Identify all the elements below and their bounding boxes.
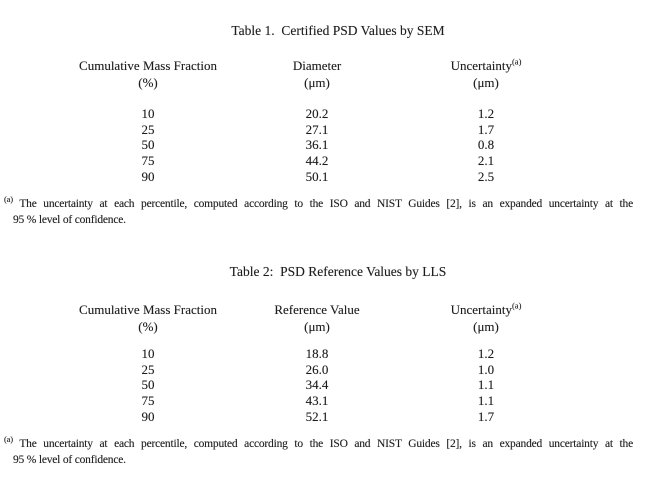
table-row: 10 20.2 1.2 (58, 106, 576, 122)
table-cell: 2.1 (477, 153, 495, 169)
table2-col1-header: Cumulative Mass Fraction (%) (58, 302, 238, 335)
table-cell: 1.7 (477, 408, 495, 424)
table1-col3-header: Uncertainty(a) (μm) (396, 56, 576, 91)
footnote-line2: 95 % level of confidence. (13, 214, 126, 226)
table2-col3-header: Uncertainty(a) (μm) (396, 300, 576, 335)
table-cell: 50 (141, 377, 155, 393)
table-cell: 75 (141, 153, 155, 169)
table1-col1-header: Cumulative Mass Fraction (%) (58, 58, 238, 91)
table-row: 75 43.1 1.1 (58, 393, 576, 409)
column-label: Diameter (292, 58, 342, 73)
column-unit: (μm) (304, 318, 330, 334)
table-row: 50 34.4 1.1 (58, 377, 576, 393)
table-cell: 2.5 (477, 168, 495, 184)
table-cell: 44.2 (305, 153, 329, 169)
footnote-text: The uncertainty at each percentile, comp… (19, 198, 633, 210)
footnote-marker-superscript: (a) (511, 300, 522, 311)
table1-title: Table 1. Certified PSD Values by SEM (231, 23, 445, 38)
table-cell: 1.0 (477, 361, 495, 377)
table-cell: 20.2 (305, 106, 329, 121)
column-label: Uncertainty(a) (396, 56, 576, 75)
column-label-text: Uncertainty (450, 302, 512, 317)
column-label-text: Uncertainty (450, 58, 512, 73)
table-cell: 50 (141, 137, 155, 153)
column-label: Reference Value (274, 302, 360, 317)
column-unit: (%) (138, 74, 158, 90)
footnote-marker: (a) (4, 434, 13, 445)
table-cell: 1.2 (477, 346, 495, 361)
table-cell: 27.1 (305, 121, 329, 137)
column-label: Cumulative Mass Fraction (79, 302, 217, 317)
table-cell: 10 (141, 346, 155, 361)
table-cell: 1.7 (477, 121, 495, 137)
table-cell: 18.8 (305, 346, 329, 361)
column-label: Uncertainty(a) (396, 300, 576, 319)
table-cell: 90 (141, 408, 155, 424)
table2-body: 10 18.8 1.2 25 26.0 1.0 50 34.4 1.1 75 4… (58, 346, 576, 425)
table-row: 90 50.1 2.5 (58, 169, 576, 185)
table-cell: 1.2 (477, 106, 495, 121)
footnote-line1: (a) The uncertainty at each percentile, … (4, 434, 633, 452)
table-cell: 1.1 (477, 393, 495, 409)
table-cell: 50.1 (305, 168, 329, 184)
table1-body: 10 20.2 1.2 25 27.1 1.7 50 36.1 0.8 75 4… (58, 106, 576, 185)
table-row: 75 44.2 2.1 (58, 153, 576, 169)
table-cell: 0.8 (477, 137, 495, 153)
table2-header-row: Cumulative Mass Fraction (%) Reference V… (58, 300, 576, 335)
footnote-marker: (a) (4, 194, 13, 205)
table-cell: 52.1 (305, 408, 329, 424)
table-cell: 25 (141, 361, 155, 377)
column-unit: (μm) (473, 318, 499, 334)
table-row: 90 52.1 1.7 (58, 409, 576, 425)
table-cell: 90 (141, 168, 155, 184)
table-cell: 25 (141, 121, 155, 137)
table-row: 25 26.0 1.0 (58, 362, 576, 378)
table-cell: 26.0 (305, 361, 329, 377)
table-row: 10 18.8 1.2 (58, 346, 576, 362)
footnote-text: The uncertainty at each percentile, comp… (19, 438, 633, 450)
table1-col2-header: Diameter (μm) (238, 58, 396, 91)
table-cell: 34.4 (305, 377, 329, 393)
column-unit: (%) (138, 318, 158, 334)
table-cell: 10 (141, 106, 155, 121)
table-row: 50 36.1 0.8 (58, 137, 576, 153)
table-cell: 1.1 (477, 377, 495, 393)
table1-footnote: (a) The uncertainty at each percentile, … (4, 194, 633, 228)
table-cell: 36.1 (305, 137, 329, 153)
column-unit: (μm) (304, 74, 330, 90)
footnote-line2: 95 % level of confidence. (13, 454, 126, 466)
table2-title: Table 2: PSD Reference Values by LLS (229, 264, 447, 279)
footnote-marker-superscript: (a) (511, 56, 522, 67)
column-label: Cumulative Mass Fraction (79, 58, 217, 73)
table-cell: 43.1 (305, 393, 329, 409)
column-unit: (μm) (473, 74, 499, 90)
table2-footnote: (a) The uncertainty at each percentile, … (4, 434, 633, 468)
table2-col2-header: Reference Value (μm) (238, 302, 396, 335)
table-cell: 75 (141, 393, 155, 409)
table-row: 25 27.1 1.7 (58, 122, 576, 138)
footnote-line1: (a) The uncertainty at each percentile, … (4, 194, 633, 212)
table1-header-row: Cumulative Mass Fraction (%) Diameter (μ… (58, 56, 576, 91)
